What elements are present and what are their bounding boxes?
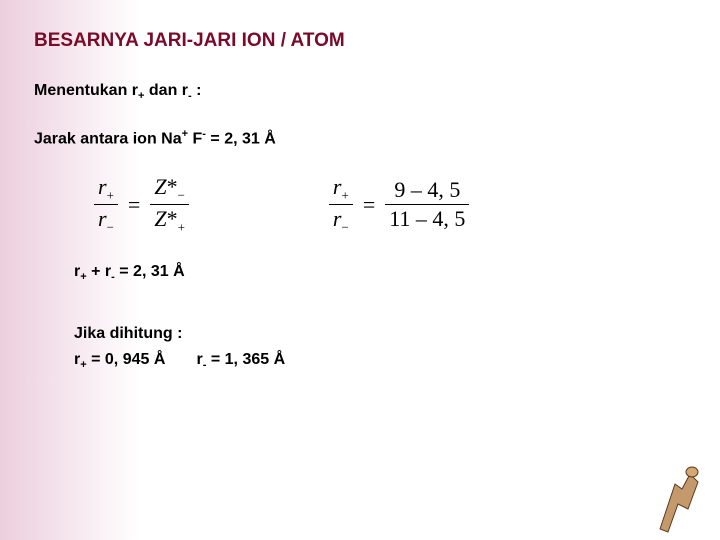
corner-decoration-icon [650,454,710,534]
fraction-r: r+ r− [94,175,118,235]
text: Jarak antara ion Na [34,131,182,148]
fraction-z: Z*− Z*+ [150,175,189,235]
slide-content: BESARNYA JARI-JARI ION / ATOM Menentukan… [34,30,690,374]
numer: 9 – 4, 5 [390,178,464,202]
equation-row: r+ r− = Z*− Z*+ r+ r− = 9 – 4, 5 11 – 4,… [94,175,690,235]
equals: = [363,192,375,218]
star: * [167,206,178,231]
rplus-val: = 0, 945 Å [87,351,166,368]
sub-plus: + [107,187,114,202]
rminus-val: = 1, 365 Å [206,351,285,368]
result-label: Jika dihitung : [74,321,690,347]
text: Menentukan r [34,82,138,99]
text: = 2, 31 Å [115,263,185,280]
sum-line: r+ + r- = 2, 31 Å [74,263,690,283]
fraction-calc: 9 – 4, 5 11 – 4, 5 [385,178,469,231]
sub-plus: + [178,220,185,235]
denom: 11 – 4, 5 [385,207,469,231]
equals: = [128,192,140,218]
Z: Z [154,206,166,231]
result-values: r+ = 0, 945 Å r- = 1, 365 Å [74,347,690,375]
sub-plus: + [341,187,348,202]
distance-line: Jarak antara ion Na+ F- = 2, 31 Å [34,128,690,148]
r: r [98,174,107,199]
r: r [98,206,107,231]
subtitle-line: Menentukan r+ dan r- : [34,82,690,102]
text: : [192,82,202,99]
fraction-r2: r+ r− [329,175,353,235]
slide-title: BESARNYA JARI-JARI ION / ATOM [34,30,690,52]
text: + r [87,263,111,280]
result-block: Jika dihitung : r+ = 0, 945 Å r- = 1, 36… [74,321,690,374]
text: F [188,131,202,148]
Z: Z [154,174,166,199]
equation-symbolic: r+ r− = Z*− Z*+ [94,175,189,235]
sub-minus: − [107,220,114,235]
sub-minus: − [341,220,348,235]
equation-numeric: r+ r− = 9 – 4, 5 11 – 4, 5 [329,175,470,235]
text: = 2, 31 Å [206,131,276,148]
text: dan r [144,82,188,99]
star: * [167,174,178,199]
sub-minus: − [178,187,185,202]
